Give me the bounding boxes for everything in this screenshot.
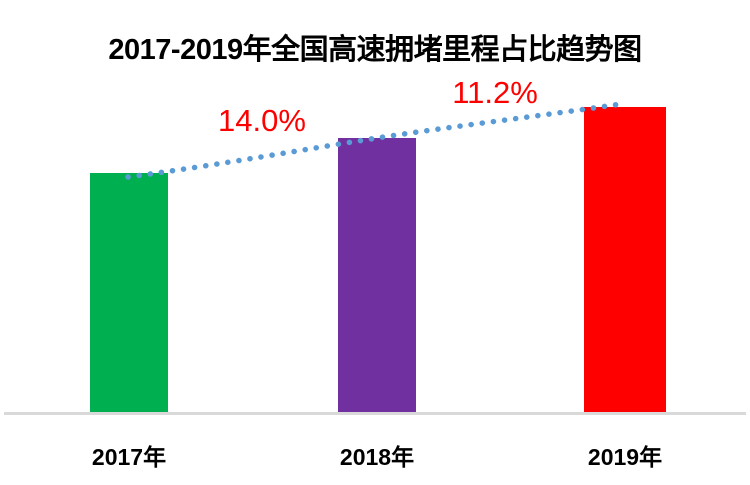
x-axis-label-2019: 2019年 — [587, 444, 663, 470]
bar-2017 — [90, 173, 168, 413]
chart-title: 2017-2019年全国高速拥堵里程占比趋势图 — [108, 34, 642, 66]
bar-2019 — [584, 107, 666, 413]
x-axis-line — [4, 412, 746, 415]
x-axis-label-2018: 2018年 — [339, 444, 415, 470]
growth-label-2017-2018: 14.0% — [218, 103, 306, 138]
x-axis-label-2017: 2017年 — [91, 444, 167, 470]
growth-label-2018-2019: 11.2% — [452, 75, 538, 110]
bar-2018 — [338, 138, 416, 413]
